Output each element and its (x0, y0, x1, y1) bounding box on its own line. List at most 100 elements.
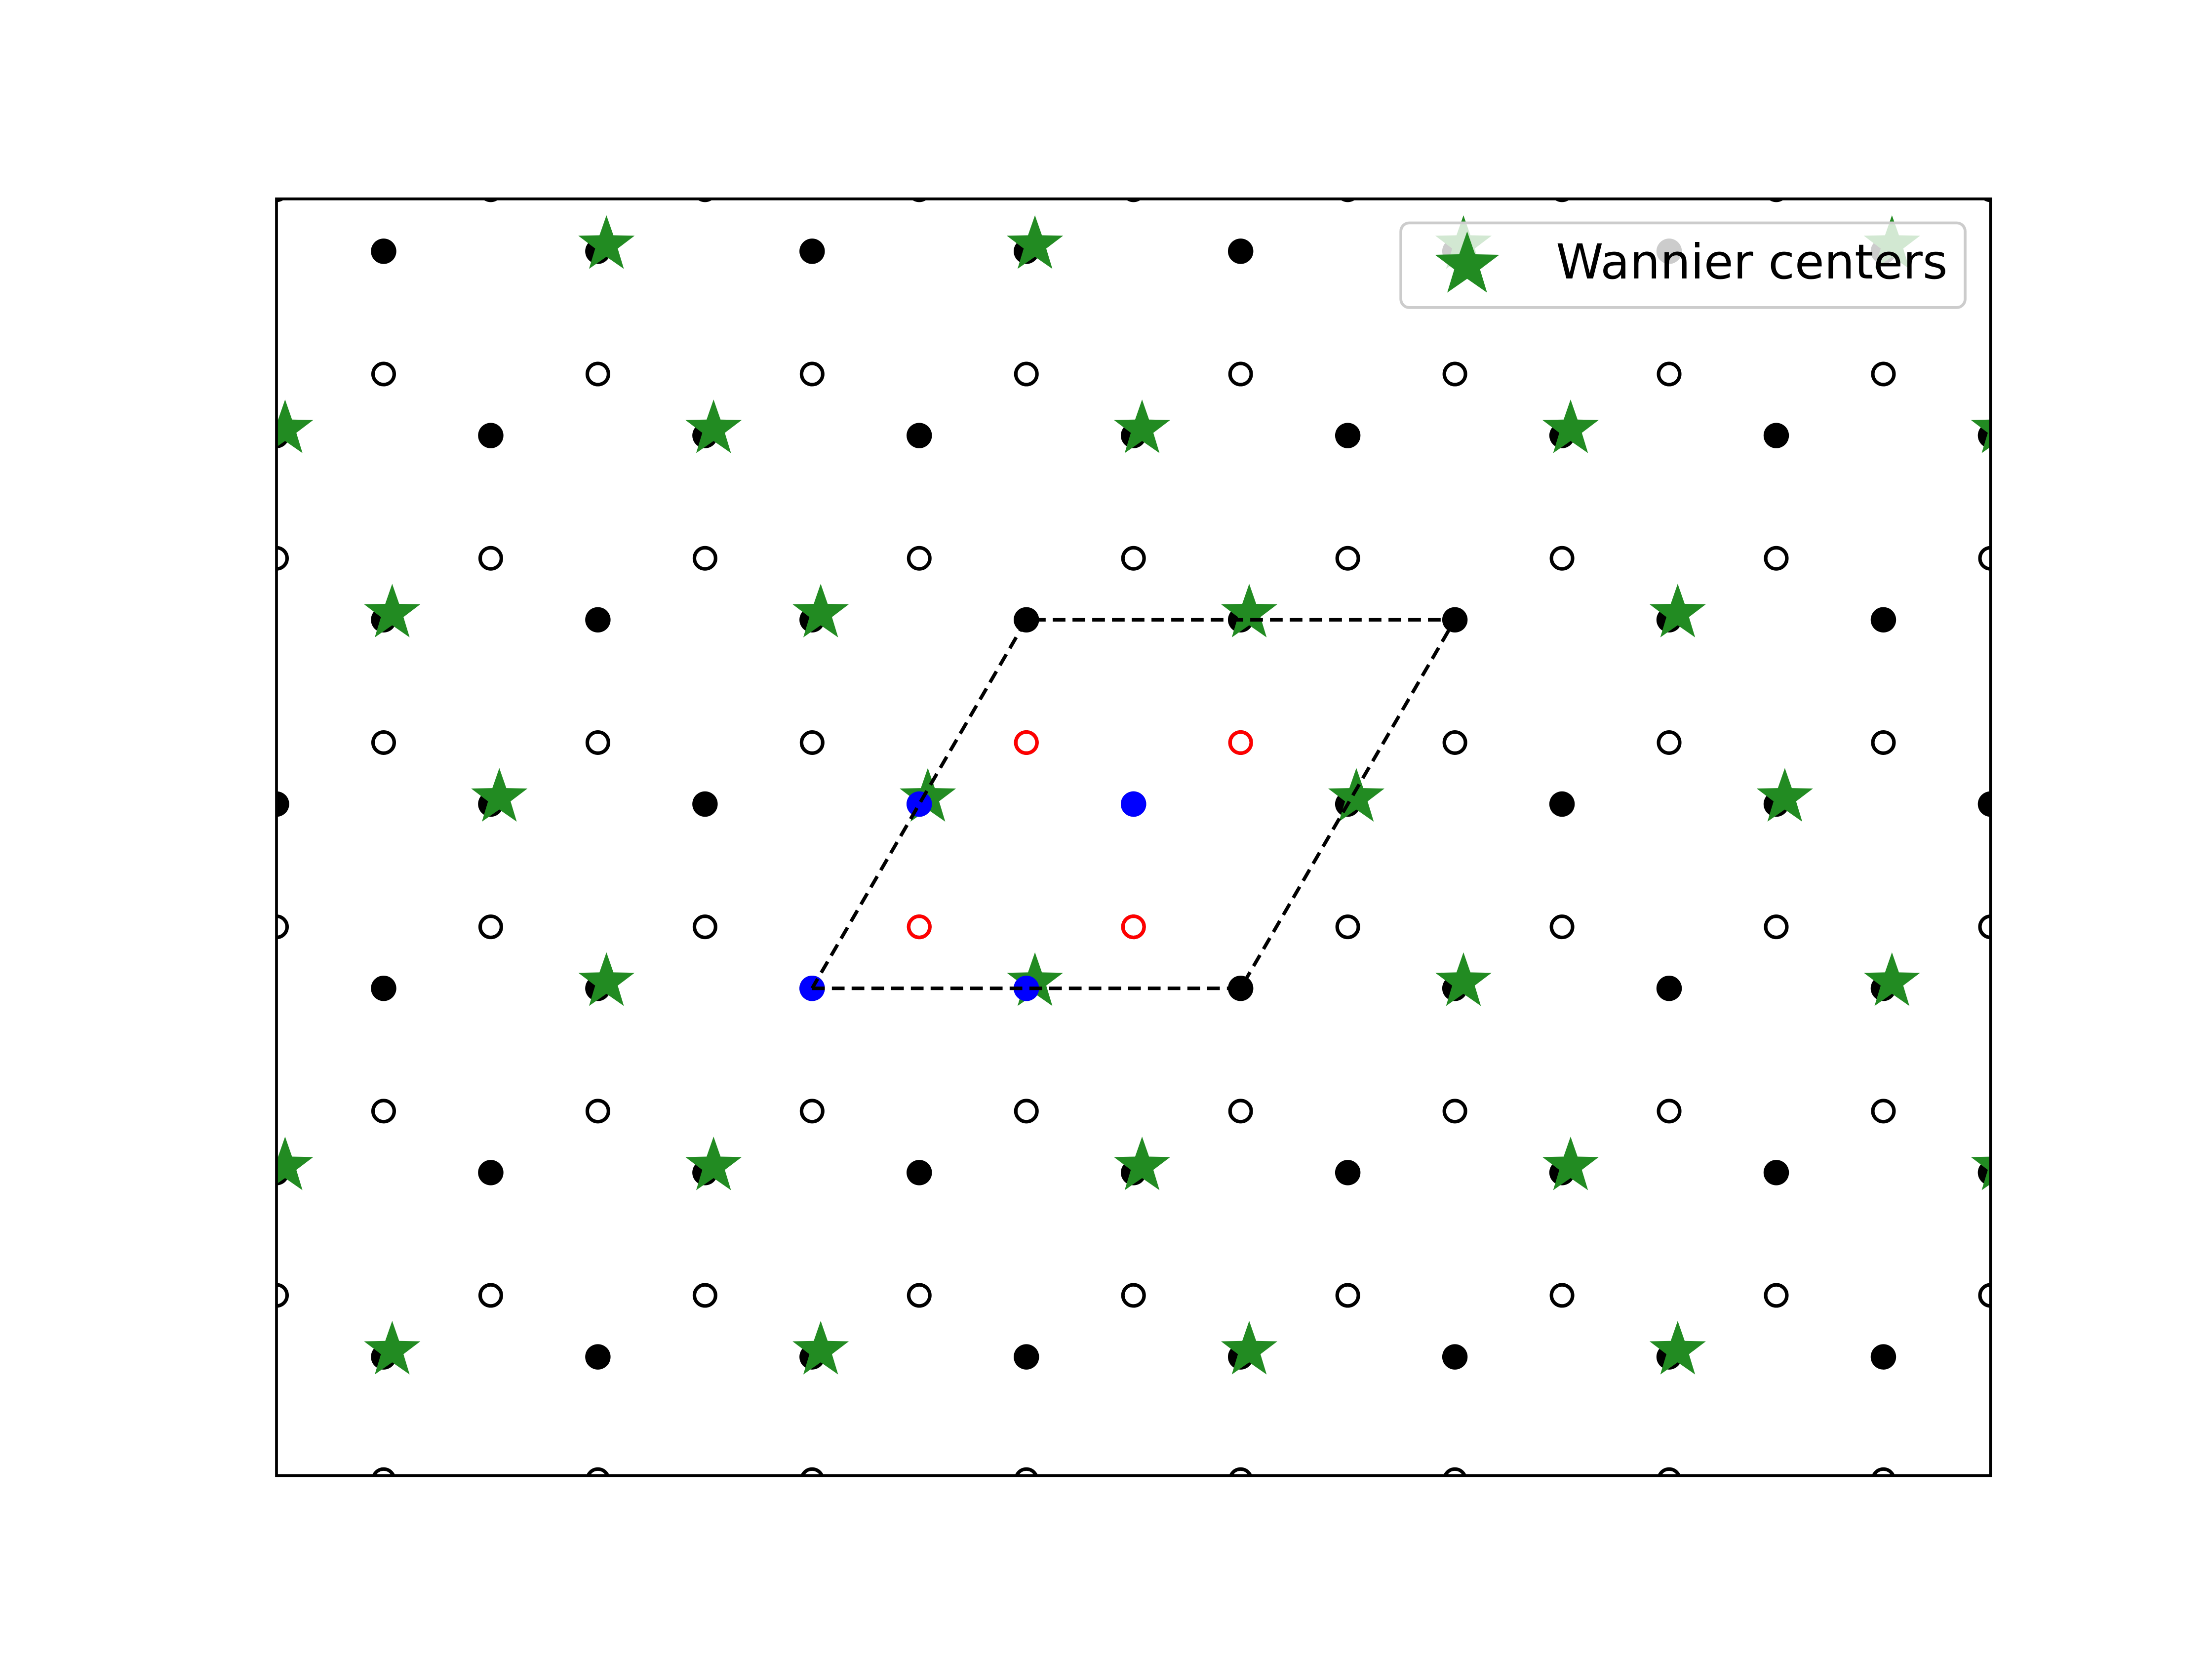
open-point (1335, 914, 1360, 940)
open-point (585, 730, 610, 755)
open-point (1228, 1099, 1253, 1124)
open-point (478, 1283, 503, 1308)
filled-point (1335, 1160, 1361, 1185)
open-point (276, 914, 289, 940)
star-marker (1435, 952, 1492, 1006)
open-point (1339, 198, 1356, 202)
star-marker (1863, 952, 1920, 1006)
open-point (1228, 730, 1253, 755)
star-marker (1971, 419, 1991, 453)
open-point (1978, 1283, 1991, 1308)
star-marker (578, 215, 635, 269)
filled-point (1870, 1344, 1896, 1370)
open-point (1657, 1467, 1681, 1476)
open-point (1978, 546, 1991, 571)
open-point (1121, 914, 1146, 940)
open-point (911, 198, 928, 202)
filled-point (478, 1160, 504, 1185)
open-point (1121, 546, 1146, 571)
open-point (276, 546, 289, 571)
open-point (1768, 198, 1785, 202)
filled-point (276, 791, 289, 817)
star-marker (276, 399, 314, 453)
filled-point (1227, 238, 1254, 264)
star-marker (1971, 1156, 1991, 1190)
filled-point (1763, 423, 1789, 448)
star-marker (1649, 584, 1706, 637)
filled-point (692, 791, 718, 817)
open-point (276, 1283, 289, 1308)
open-point (1657, 730, 1682, 755)
open-point (585, 361, 610, 387)
open-point (1549, 546, 1575, 571)
star-marker (1649, 1321, 1706, 1375)
open-point (1657, 1099, 1682, 1124)
filled-point (1121, 791, 1146, 817)
filled-point (1014, 607, 1039, 632)
open-point (1229, 1467, 1253, 1476)
filled-point (1977, 791, 1991, 817)
star-marker (364, 1321, 421, 1375)
open-point (1442, 1099, 1467, 1124)
star-marker (364, 584, 421, 637)
star-marker (1114, 399, 1171, 453)
star-marker (471, 768, 528, 822)
open-point (1014, 730, 1039, 755)
open-point (799, 730, 825, 755)
filled-point (585, 1344, 611, 1370)
open-point (371, 1099, 396, 1124)
open-point (1871, 1099, 1896, 1124)
filled-point (1014, 975, 1039, 1001)
star-marker (1542, 399, 1599, 453)
open-point (586, 1467, 610, 1476)
open-point (1764, 546, 1789, 571)
filled-point (799, 238, 825, 264)
open-point (1978, 914, 1991, 940)
open-point (1015, 1467, 1038, 1476)
open-point (371, 361, 396, 387)
open-point (1764, 1283, 1789, 1308)
star-marker (1435, 231, 1500, 293)
open-point (1014, 1099, 1039, 1124)
open-point (1121, 1283, 1146, 1308)
filled-point (907, 1160, 932, 1185)
filled-point (371, 975, 396, 1001)
star-marker (1114, 1136, 1171, 1190)
filled-point (907, 423, 932, 448)
open-point (1871, 730, 1896, 755)
open-point (1549, 1283, 1575, 1308)
open-point (692, 546, 717, 571)
open-point (692, 1283, 717, 1308)
star-marker (1007, 215, 1064, 269)
legend: Wannier centers (1399, 221, 1967, 309)
star-marker (685, 399, 742, 453)
filled-point (478, 423, 504, 448)
open-point (585, 1099, 610, 1124)
unit-cell-line (810, 618, 1458, 990)
open-point (799, 361, 825, 387)
filled-point (799, 975, 825, 1001)
open-point (1657, 361, 1682, 387)
open-point (1335, 546, 1360, 571)
filled-point (1763, 1160, 1789, 1185)
legend-label: Wannier centers (1556, 234, 1947, 290)
open-point (372, 1467, 395, 1476)
open-point (1871, 1467, 1896, 1476)
open-point (1553, 198, 1571, 202)
filled-point (1014, 1344, 1039, 1370)
open-point (1442, 361, 1467, 387)
open-point (478, 914, 503, 940)
open-point (697, 198, 713, 202)
open-point (800, 1467, 824, 1476)
open-point (1125, 198, 1142, 202)
star-marker (792, 1321, 849, 1375)
star-marker (792, 584, 849, 637)
filled-point (1335, 423, 1361, 448)
open-point (1443, 1467, 1467, 1476)
star-marker (1542, 1136, 1599, 1190)
filled-point (585, 607, 611, 632)
legend-box (1399, 221, 1967, 309)
open-point (907, 546, 932, 571)
